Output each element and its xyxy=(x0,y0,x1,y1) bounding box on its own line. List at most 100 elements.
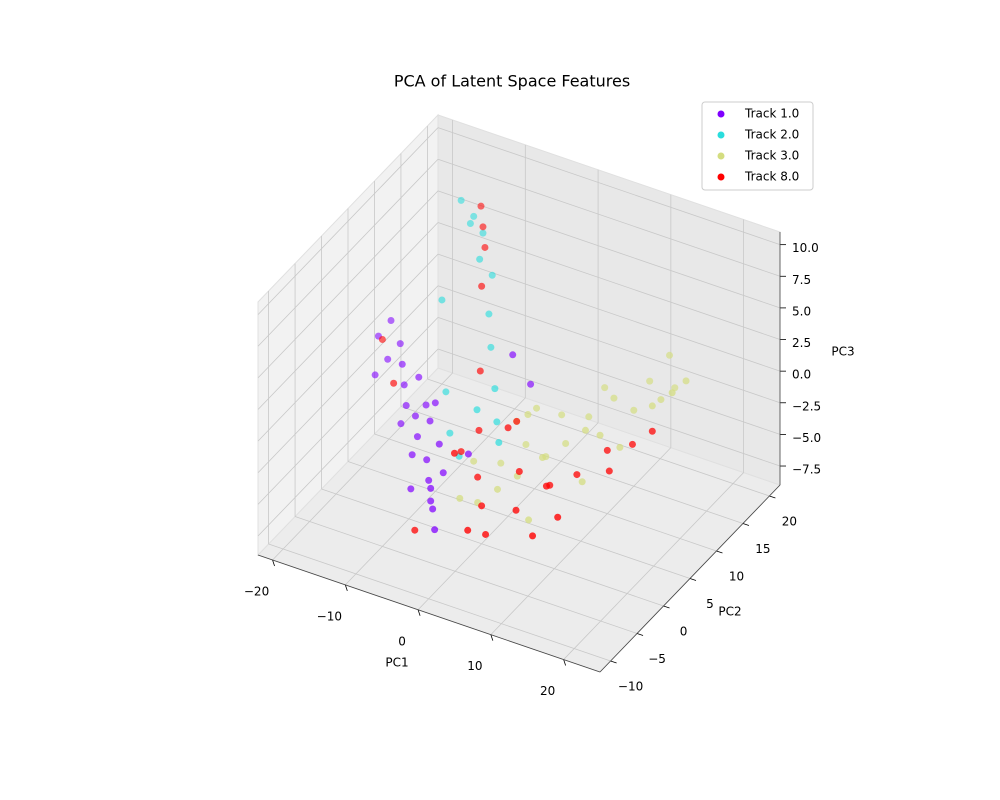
data-point xyxy=(398,360,406,368)
tick-mark xyxy=(417,609,421,616)
grid-line xyxy=(437,348,781,467)
x-tick-label: 10 xyxy=(467,659,482,673)
grid-line xyxy=(437,317,781,435)
data-point xyxy=(476,255,484,263)
data-point xyxy=(522,441,530,449)
data-point xyxy=(646,377,654,385)
data-point xyxy=(630,406,638,414)
data-point xyxy=(581,426,589,434)
data-point xyxy=(610,394,618,402)
legend-marker xyxy=(717,173,725,181)
data-point xyxy=(464,450,472,458)
data-point xyxy=(411,526,419,534)
data-point xyxy=(427,497,435,505)
data-point xyxy=(573,471,581,479)
data-point xyxy=(478,282,486,290)
data-point xyxy=(427,484,435,492)
data-point xyxy=(648,427,656,435)
data-point xyxy=(371,371,379,379)
data-point xyxy=(422,401,430,409)
data-point xyxy=(431,399,439,407)
data-point xyxy=(558,411,566,419)
axis-line xyxy=(599,484,781,673)
x-axis-label: PC1 xyxy=(385,656,408,670)
data-point xyxy=(439,469,447,477)
grid-line xyxy=(257,222,439,410)
data-point xyxy=(413,433,421,441)
grid-line xyxy=(257,190,439,379)
chart-title: PCA of Latent Space Features xyxy=(394,72,630,91)
data-point xyxy=(527,380,535,388)
grid-line xyxy=(257,158,439,347)
data-point xyxy=(482,530,490,538)
legend-marker xyxy=(717,152,725,160)
data-point xyxy=(487,343,495,351)
grid-line xyxy=(257,317,439,505)
grid-line xyxy=(257,285,439,474)
data-point xyxy=(473,406,481,414)
data-point xyxy=(479,223,487,231)
data-point xyxy=(387,316,395,324)
tick-mark xyxy=(769,495,776,499)
data-point xyxy=(442,388,450,396)
data-point xyxy=(525,516,533,524)
data-point xyxy=(682,377,690,385)
grid-line xyxy=(437,190,781,309)
data-point xyxy=(601,384,609,392)
tick-mark xyxy=(272,559,275,567)
data-point xyxy=(657,396,665,404)
tick-mark xyxy=(716,550,723,554)
legend-marker xyxy=(717,131,725,139)
data-point xyxy=(479,229,487,237)
data-point xyxy=(616,443,624,451)
data-point xyxy=(603,446,611,454)
data-point xyxy=(578,478,586,486)
data-point xyxy=(450,449,458,457)
data-point xyxy=(478,502,486,510)
data-point xyxy=(474,473,482,481)
data-point xyxy=(512,506,520,514)
legend-label: Track 2.0 xyxy=(744,128,799,142)
grid-line xyxy=(437,158,781,277)
data-point xyxy=(481,243,489,251)
data-point xyxy=(524,411,532,419)
data-point xyxy=(407,485,415,493)
data-point xyxy=(605,467,613,475)
data-point xyxy=(390,379,398,387)
legend-label: Track 8.0 xyxy=(744,170,799,184)
x-tick-label: −20 xyxy=(244,584,269,598)
tick-mark xyxy=(610,660,617,664)
grid-line xyxy=(257,348,439,537)
data-point xyxy=(513,417,521,425)
y-tick-label: −10 xyxy=(618,680,643,694)
data-point xyxy=(470,457,478,465)
z-tick-label: 7.5 xyxy=(792,273,811,287)
grid-line xyxy=(400,406,744,524)
data-point xyxy=(596,431,604,439)
data-point xyxy=(562,439,570,447)
data-point xyxy=(400,381,408,389)
tick-mark xyxy=(742,523,750,526)
data-point xyxy=(538,453,546,461)
legend-label: Track 3.0 xyxy=(744,149,799,163)
data-point xyxy=(493,418,501,426)
data-point xyxy=(425,476,433,484)
data-point xyxy=(546,481,554,489)
grid-line xyxy=(437,222,781,340)
z-tick-label: −7.5 xyxy=(792,463,821,477)
y-tick-label: 15 xyxy=(755,542,770,556)
tick-mark xyxy=(663,605,670,609)
data-point xyxy=(504,424,512,432)
grid-line xyxy=(257,127,439,315)
data-point xyxy=(529,532,537,540)
z-tick-label: −2.5 xyxy=(792,399,821,413)
data-point xyxy=(485,310,493,318)
y-tick-label: 20 xyxy=(782,515,797,529)
legend: Track 1.0 Track 2.0 Track 3.0 Track 8.0 xyxy=(701,101,814,191)
tick-mark xyxy=(490,634,494,641)
legend-box xyxy=(701,101,814,191)
data-point xyxy=(648,402,656,410)
data-point xyxy=(668,389,676,397)
data-point xyxy=(396,340,404,348)
data-point xyxy=(554,513,562,521)
